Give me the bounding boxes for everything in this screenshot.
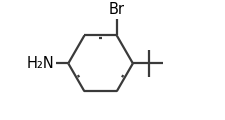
Text: Br: Br bbox=[108, 2, 124, 17]
Text: H₂N: H₂N bbox=[27, 56, 54, 71]
